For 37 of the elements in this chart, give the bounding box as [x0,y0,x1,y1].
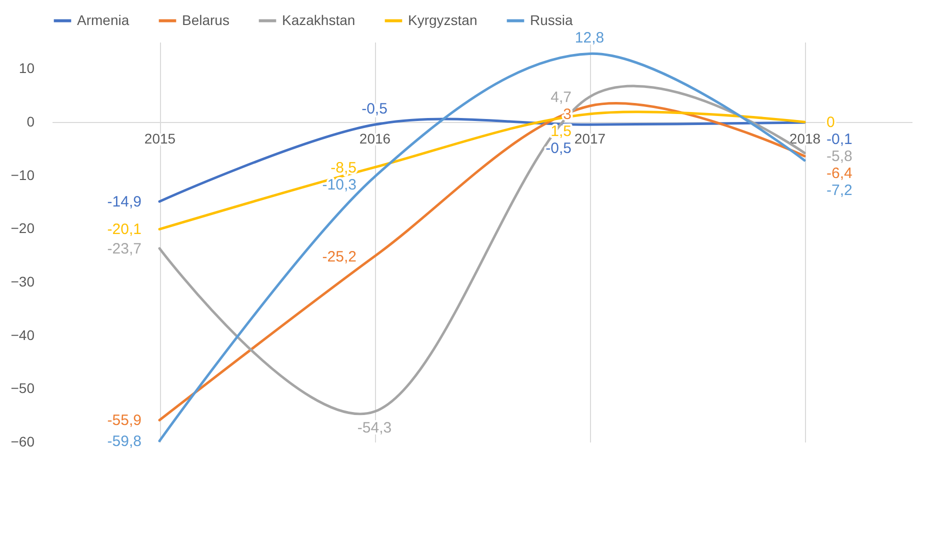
legend-label: Russia [530,12,574,28]
data-label: 4,7 [550,88,572,106]
data-label: -0,5 [362,100,388,118]
data-label: 1,5 [550,122,572,140]
data-label: -7,2 [826,182,852,199]
data-label: -20,1 [107,221,142,238]
legend-label: Kazakhstan [282,12,356,28]
data-label: -54,3 [357,420,392,437]
y-tick-label: −50 [10,380,35,396]
data-label: -6,4 [826,165,852,182]
legend-label: Kyrgyzstan [408,12,478,28]
y-tick-label: 0 [26,114,35,130]
x-tick-label: 2018 [789,130,821,146]
data-label: -5,8 [826,148,852,165]
y-tick-label: −40 [10,326,35,343]
data-label: -23,7 [107,240,142,258]
data-label: -10,3 [322,176,356,194]
x-tick-label: 2017 [574,130,606,146]
data-label: -25,2 [322,248,356,266]
data-label: -0,1 [826,131,852,148]
legend-label: Belarus [182,12,230,28]
data-label: -8,5 [330,159,356,176]
data-label: -14,9 [107,193,142,210]
y-tick-label: −20 [10,220,35,236]
x-tick-label: 2015 [144,130,176,146]
y-tick-label: 10 [18,60,35,76]
data-label: 12,8 [574,30,604,47]
data-label: 0 [826,114,835,131]
data-label: 3 [563,106,572,123]
y-tick-label: −30 [10,274,35,290]
data-label: -55,9 [107,412,142,430]
y-tick-label: −60 [10,434,35,450]
data-label: -59,8 [107,432,142,450]
y-tick-label: −10 [10,166,35,183]
legend-label: Armenia [77,12,130,28]
data-label: -0,5 [546,140,572,157]
x-tick-label: 2016 [359,130,391,146]
